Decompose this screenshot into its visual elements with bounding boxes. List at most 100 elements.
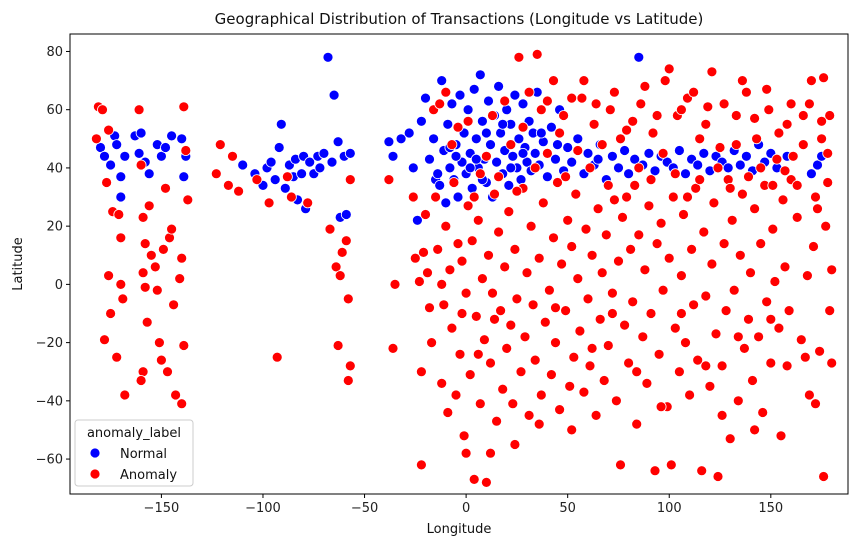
- point-anomaly-357: [436, 278, 448, 290]
- point-anomaly-149: [576, 92, 588, 104]
- point-anomaly-281: [474, 168, 486, 180]
- legend-marker-normal: [89, 447, 101, 459]
- legend-marker-anomaly: [89, 468, 101, 480]
- point-anomaly-323: [730, 139, 742, 151]
- point-anomaly-100: [476, 273, 488, 285]
- point-anomaly-129: [535, 389, 547, 401]
- point-normal-164: [535, 127, 547, 139]
- point-anomaly-359: [485, 447, 496, 459]
- point-anomaly-265: [818, 471, 829, 482]
- point-anomaly-337: [816, 115, 827, 127]
- point-anomaly-261: [810, 398, 821, 410]
- point-anomaly-97: [470, 310, 482, 322]
- x-axis: −150 −100 −50 0 50 100 150: [144, 494, 783, 516]
- point-anomaly-26: [149, 261, 161, 273]
- point-anomaly-236: [753, 331, 764, 343]
- point-normal-20: [237, 159, 249, 171]
- point-anomaly-178: [635, 98, 647, 110]
- point-anomaly-202: [684, 389, 695, 401]
- point-normal-144: [722, 162, 734, 174]
- point-normal-112: [546, 121, 557, 133]
- point-normal-57: [424, 153, 435, 165]
- point-normal-93: [501, 104, 513, 116]
- point-anomaly-80: [436, 377, 448, 389]
- point-anomaly-74: [420, 209, 431, 220]
- point-anomaly-5: [103, 270, 114, 282]
- point-anomaly-15: [133, 104, 145, 116]
- point-normal-25: [269, 174, 281, 186]
- point-anomaly-232: [745, 267, 756, 279]
- point-anomaly-237: [755, 238, 767, 250]
- point-normal-169: [592, 153, 604, 165]
- y-axis: −60 −40 −20 0 20 40 60 80: [36, 45, 70, 468]
- point-anomaly-284: [493, 171, 505, 183]
- point-anomaly-297: [572, 145, 584, 156]
- point-normal-157: [450, 150, 462, 162]
- point-anomaly-169: [617, 211, 628, 223]
- point-anomaly-247: [775, 430, 787, 442]
- point-anomaly-329: [767, 179, 779, 191]
- point-anomaly-10: [113, 209, 125, 220]
- point-normal-128: [629, 153, 641, 165]
- point-anomaly-22: [137, 366, 149, 378]
- plot-frame: [69, 33, 849, 495]
- point-anomaly-109: [495, 305, 507, 317]
- point-anomaly-240: [761, 296, 773, 308]
- point-anomaly-29: [155, 354, 167, 366]
- point-anomaly-223: [726, 214, 738, 226]
- point-anomaly-46: [222, 179, 234, 191]
- point-normal-55: [415, 115, 427, 127]
- point-normal-43: [328, 89, 340, 101]
- point-anomaly-140: [558, 110, 569, 121]
- point-anomaly-110: [497, 383, 509, 395]
- point-anomaly-248: [777, 194, 789, 206]
- point-anomaly-295: [560, 171, 571, 183]
- point-anomaly-113: [503, 206, 515, 218]
- point-anomaly-51: [271, 351, 283, 363]
- point-anomaly-64: [344, 174, 356, 186]
- point-normal-125: [613, 162, 624, 174]
- point-anomaly-342: [533, 418, 545, 430]
- point-normal-2: [105, 159, 116, 171]
- y-tick-label-5: 40: [46, 161, 63, 176]
- point-anomaly-163: [604, 104, 616, 116]
- point-anomaly-23: [135, 375, 147, 386]
- point-anomaly-131: [539, 316, 551, 328]
- point-anomaly-114: [505, 319, 517, 331]
- point-anomaly-144: [566, 241, 578, 252]
- point-anomaly-244: [769, 276, 781, 287]
- point-anomaly-92: [460, 287, 472, 299]
- point-anomaly-59: [336, 246, 348, 258]
- point-anomaly-9: [111, 351, 123, 363]
- point-anomaly-263: [814, 345, 825, 357]
- point-normal-116: [562, 142, 574, 153]
- point-anomaly-275: [434, 98, 446, 110]
- point-anomaly-238: [757, 407, 769, 418]
- point-anomaly-354: [765, 313, 777, 325]
- point-anomaly-204: [688, 299, 699, 311]
- point-normal-63: [440, 197, 452, 209]
- point-anomaly-13: [117, 293, 129, 305]
- point-anomaly-165: [609, 194, 620, 206]
- point-anomaly-84: [444, 264, 456, 276]
- point-normal-28: [279, 182, 291, 194]
- point-anomaly-164: [607, 287, 618, 299]
- point-anomaly-160: [598, 375, 610, 386]
- point-anomaly-71: [415, 366, 427, 378]
- point-normal-94: [503, 179, 515, 191]
- point-anomaly-115: [507, 398, 519, 410]
- point-anomaly-271: [826, 357, 838, 369]
- point-anomaly-235: [751, 133, 762, 145]
- point-anomaly-142: [562, 214, 574, 226]
- point-anomaly-208: [696, 465, 708, 477]
- point-anomaly-318: [700, 118, 712, 130]
- point-anomaly-334: [797, 139, 809, 151]
- point-anomaly-283: [487, 110, 498, 121]
- point-anomaly-211: [702, 101, 714, 113]
- point-anomaly-224: [728, 284, 740, 296]
- point-normal-15: [160, 142, 171, 153]
- point-normal-58: [428, 133, 440, 145]
- point-anomaly-276: [440, 86, 452, 98]
- point-anomaly-310: [651, 110, 663, 121]
- point-anomaly-57: [334, 270, 346, 282]
